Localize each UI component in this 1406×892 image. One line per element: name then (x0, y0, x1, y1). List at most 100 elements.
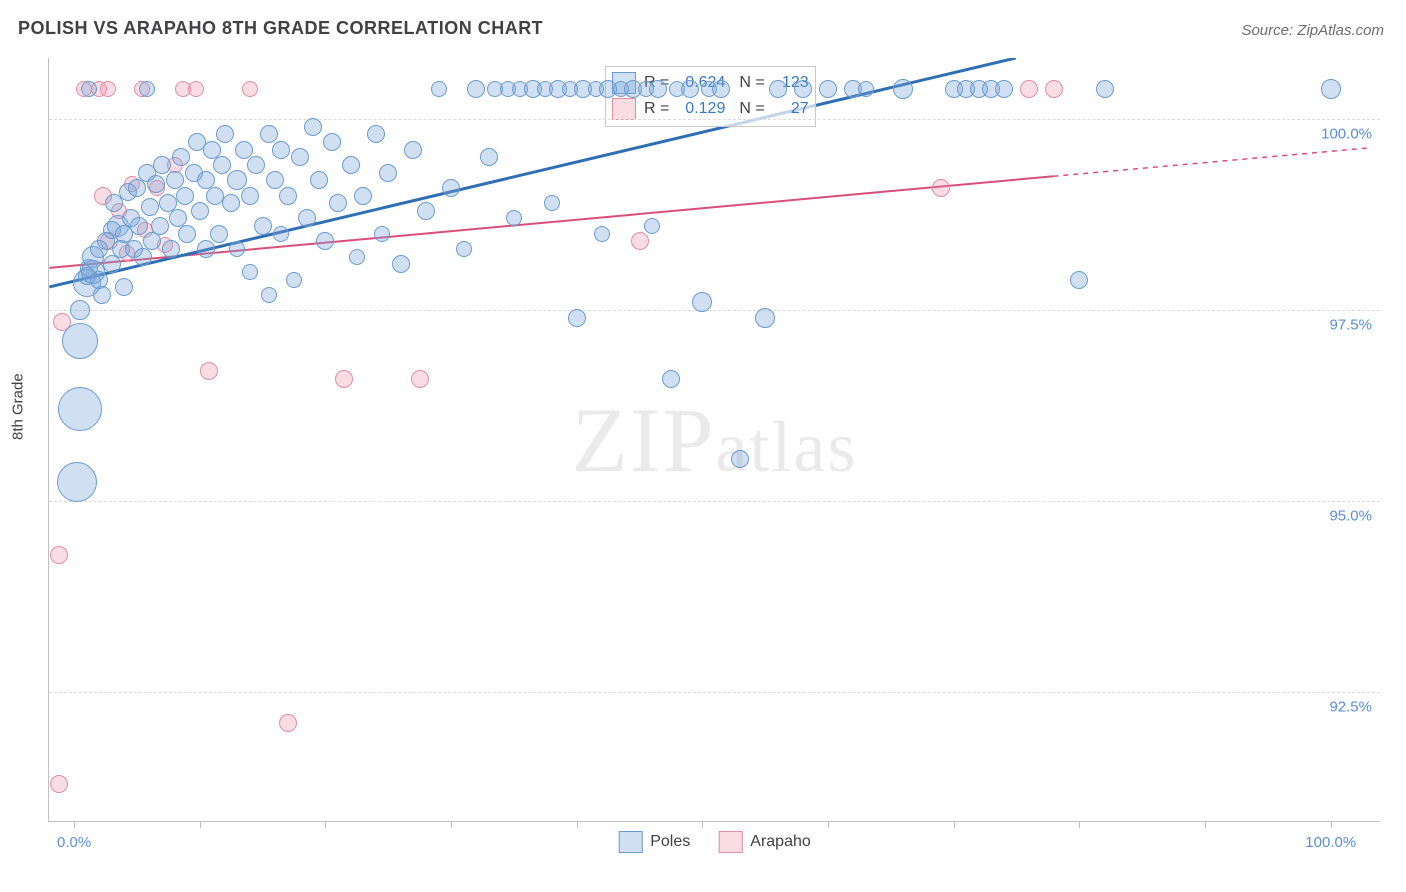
scatter-point-poles (329, 194, 347, 212)
series-legend: PolesArapaho (618, 831, 811, 853)
scatter-point-poles (279, 187, 297, 205)
scatter-point-poles (260, 125, 278, 143)
scatter-point-poles (417, 202, 435, 220)
scatter-point-poles (893, 79, 913, 99)
scatter-point-poles (286, 272, 302, 288)
scatter-point-poles (354, 187, 372, 205)
legend-swatch-arapaho (612, 98, 636, 120)
gridline-h (49, 501, 1380, 502)
scatter-point-poles (480, 148, 498, 166)
scatter-point-poles (349, 249, 365, 265)
scatter-point-arapaho (188, 81, 204, 97)
scatter-point-poles (229, 241, 245, 257)
gridline-h (49, 310, 1380, 311)
scatter-point-poles (794, 80, 812, 98)
x-tick (1205, 821, 1206, 828)
scatter-point-poles (323, 133, 341, 151)
plot-area: ZIPatlas R =0.624N =123R =0.129N =27 Pol… (48, 58, 1380, 822)
x-tick (954, 821, 955, 828)
scatter-point-poles (316, 232, 334, 250)
scatter-point-poles (141, 198, 159, 216)
legend-n-value-arapaho: 27 (773, 100, 809, 118)
scatter-point-arapaho (279, 714, 297, 732)
scatter-point-arapaho (1045, 80, 1063, 98)
y-axis-label: 8th Grade (10, 373, 27, 440)
scatter-point-poles (568, 309, 586, 327)
scatter-point-poles (1070, 271, 1088, 289)
scatter-point-poles (197, 240, 215, 258)
scatter-point-poles (254, 217, 272, 235)
legend-n-label: N = (739, 74, 764, 92)
x-tick-label: 100.0% (1305, 834, 1356, 851)
legend-swatch-arapaho (718, 831, 742, 853)
scatter-point-poles (291, 148, 309, 166)
scatter-point-poles (235, 141, 253, 159)
scatter-point-poles (206, 187, 224, 205)
source-attribution: Source: ZipAtlas.com (1241, 22, 1384, 39)
x-tick (1079, 821, 1080, 828)
scatter-point-poles (222, 194, 240, 212)
scatter-point-poles (139, 81, 155, 97)
scatter-point-poles (213, 156, 231, 174)
scatter-point-poles (594, 226, 610, 242)
scatter-point-poles (134, 248, 152, 266)
scatter-point-poles (506, 210, 522, 226)
scatter-point-poles (304, 118, 322, 136)
legend-row-arapaho: R =0.129N =27 (612, 96, 809, 122)
gridline-h (49, 119, 1380, 120)
scatter-point-poles (81, 81, 97, 97)
chart-title: POLISH VS ARAPAHO 8TH GRADE CORRELATION … (18, 18, 543, 39)
scatter-point-poles (57, 462, 97, 502)
scatter-point-arapaho (50, 775, 68, 793)
scatter-point-poles (62, 323, 98, 359)
scatter-point-poles (172, 148, 190, 166)
scatter-point-poles (310, 171, 328, 189)
x-tick (451, 821, 452, 828)
scatter-point-poles (93, 286, 111, 304)
y-tick-label: 95.0% (1321, 508, 1372, 525)
scatter-point-poles (1096, 80, 1114, 98)
gridline-h (49, 692, 1380, 693)
y-tick-label: 92.5% (1321, 699, 1372, 716)
legend-swatch-poles (618, 831, 642, 853)
scatter-point-poles (130, 217, 148, 235)
scatter-point-poles (367, 125, 385, 143)
x-tick (702, 821, 703, 828)
scatter-point-poles (147, 175, 165, 193)
scatter-point-poles (649, 80, 667, 98)
x-tick-label: 0.0% (57, 834, 91, 851)
scatter-point-poles (298, 209, 316, 227)
scatter-point-poles (70, 300, 90, 320)
scatter-point-poles (128, 179, 146, 197)
legend-label-arapaho: Arapaho (750, 833, 811, 850)
scatter-point-poles (404, 141, 422, 159)
scatter-point-poles (755, 308, 775, 328)
scatter-point-arapaho (100, 81, 116, 97)
scatter-point-poles (392, 255, 410, 273)
scatter-point-poles (731, 450, 749, 468)
scatter-point-poles (644, 218, 660, 234)
scatter-point-poles (261, 287, 277, 303)
scatter-point-poles (681, 80, 699, 98)
scatter-point-poles (115, 278, 133, 296)
x-tick (74, 821, 75, 828)
scatter-point-poles (858, 81, 874, 97)
x-tick (200, 821, 201, 828)
scatter-point-poles (273, 226, 289, 242)
scatter-point-poles (769, 80, 787, 98)
x-tick (577, 821, 578, 828)
scatter-point-poles (241, 187, 259, 205)
scatter-point-poles (153, 156, 171, 174)
scatter-point-poles (819, 80, 837, 98)
scatter-point-poles (1321, 79, 1341, 99)
x-tick (325, 821, 326, 828)
legend-n-label: N = (739, 100, 764, 118)
scatter-point-arapaho (631, 232, 649, 250)
scatter-point-arapaho (242, 81, 258, 97)
scatter-point-poles (456, 241, 472, 257)
scatter-point-poles (272, 141, 290, 159)
scatter-point-poles (58, 387, 102, 431)
scatter-point-poles (692, 292, 712, 312)
scatter-point-poles (247, 156, 265, 174)
scatter-point-arapaho (200, 362, 218, 380)
